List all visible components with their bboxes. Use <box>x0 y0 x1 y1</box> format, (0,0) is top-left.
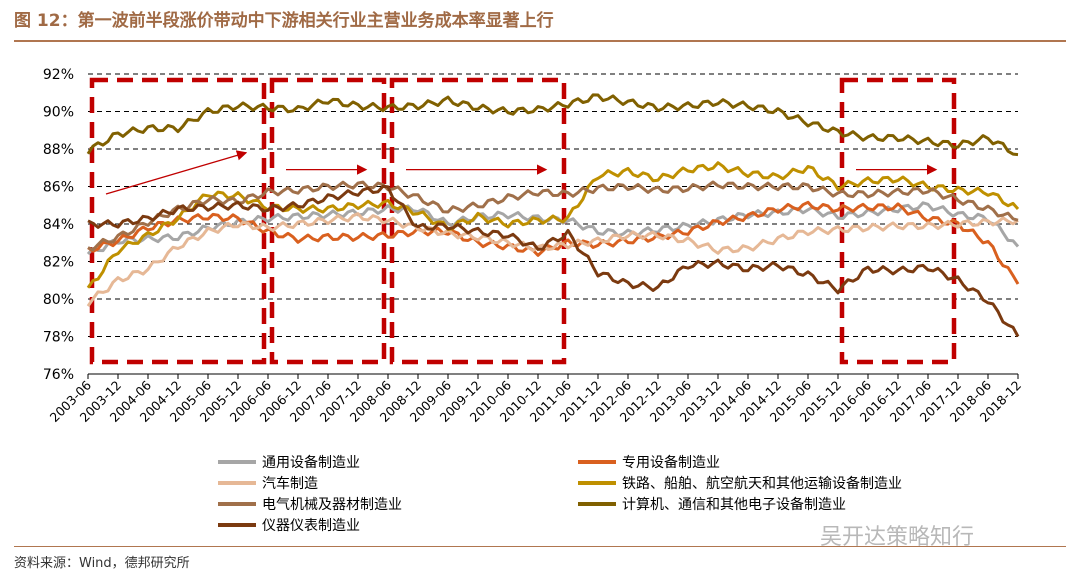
y-tick-label: 90% <box>43 105 74 121</box>
highlight-period-box <box>839 77 957 365</box>
bottom-divider <box>14 546 1066 547</box>
series-line <box>87 184 1020 338</box>
y-tick-label: 80% <box>43 292 74 308</box>
y-tick-label: 92% <box>43 67 74 83</box>
series-line <box>86 93 1019 157</box>
legend-label: 计算机、通信和其他电子设备制造业 <box>622 496 846 513</box>
x-axis-ticks: 2003-062003-122004-062004-122005-062005-… <box>47 374 1024 425</box>
figure-title: 图 12：第一波前半段涨价带动中下游相关行业主营业务成本率显著上行 <box>14 11 554 31</box>
legend-label: 仪器仪表制造业 <box>262 518 360 534</box>
y-tick-label: 78% <box>43 330 74 346</box>
y-tick-label: 88% <box>43 142 74 158</box>
watermark: 吴开达策略知行 <box>820 525 975 550</box>
y-tick-label: 76% <box>43 367 74 383</box>
series-line <box>86 161 1020 289</box>
source-note: 资料来源：Wind，德邦研究所 <box>14 556 190 571</box>
y-tick-label: 86% <box>43 180 74 196</box>
legend-label: 汽车制造 <box>262 475 318 492</box>
legend-label: 通用设备制造业 <box>262 454 360 471</box>
legend-label: 电气机械及器材制造业 <box>262 497 402 513</box>
trend-arrow <box>105 150 248 195</box>
highlight-period-box <box>89 77 267 365</box>
line-chart: 76% 78% 80% 82% 84% 86% 88% 90% 92% 2003-062003-… <box>43 67 1024 534</box>
legend-label: 专用设备制造业 <box>622 454 720 471</box>
y-tick-label: 82% <box>43 255 74 271</box>
trend-arrows <box>105 150 938 195</box>
y-tick-label: 84% <box>43 217 74 233</box>
title-divider <box>14 40 1066 42</box>
series-line <box>86 212 1019 307</box>
legend-label: 铁路、船舶、航空航天和其他运输设备制造业 <box>622 475 902 492</box>
series-line <box>87 180 1019 252</box>
highlight-boxes <box>89 77 957 365</box>
series-lines <box>86 93 1020 338</box>
y-axis-ticks: 76% 78% 80% 82% 84% 86% 88% 90% 92% <box>43 67 74 383</box>
